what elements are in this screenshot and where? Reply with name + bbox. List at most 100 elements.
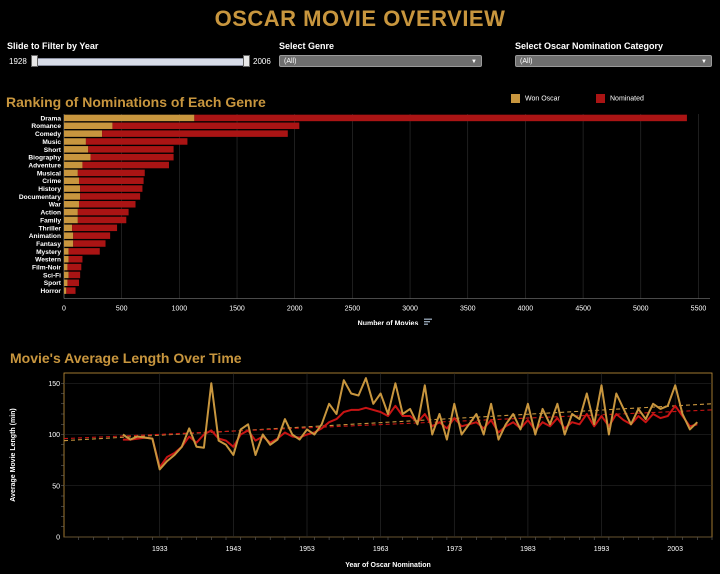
- x-tick-label: 1973: [446, 546, 462, 553]
- legend-won-label: Won Oscar: [525, 95, 560, 103]
- bar-won-fantasy: [64, 240, 74, 247]
- x-tick-label: 1953: [299, 546, 315, 553]
- genre-label: Sci-Fi: [43, 272, 61, 279]
- genre-select[interactable]: (All) ▼: [279, 55, 482, 67]
- x-tick-label: 5000: [633, 306, 649, 313]
- genre-label: Mystery: [36, 249, 61, 256]
- genre-label: Fantasy: [36, 241, 61, 248]
- bar-won-biography: [64, 153, 91, 161]
- x-tick-label: 4000: [518, 306, 534, 313]
- bar-nominated-musical: [77, 169, 145, 177]
- genre-select-label: Select Genre: [279, 41, 335, 51]
- series-line-nominated: [122, 404, 698, 469]
- y-tick-label: 150: [48, 381, 60, 388]
- genre-label: Musical: [37, 170, 61, 177]
- bar-won-music: [64, 138, 86, 145]
- year-slider-label: Slide to Filter by Year: [7, 41, 99, 51]
- bar-won-horror: [64, 287, 67, 294]
- bar-won-sport: [64, 279, 68, 287]
- x-tick-label: 2003: [667, 546, 683, 553]
- x-tick-label: 500: [116, 306, 128, 313]
- bar-won-thriller: [64, 224, 73, 232]
- bar-nominated-history: [80, 185, 143, 192]
- legend-won[interactable]: Won Oscar: [511, 94, 560, 103]
- bar-won-adventure: [64, 161, 83, 169]
- genre-label: Thriller: [39, 225, 62, 232]
- bar-won-family: [64, 216, 78, 224]
- year-slider-max-handle[interactable]: [243, 55, 250, 67]
- x-axis-title: Number of Movies: [358, 321, 419, 325]
- year-slider-max: 2006: [253, 57, 271, 66]
- x-tick-label: 3000: [402, 306, 418, 313]
- bar-chart-title: Ranking of Nominations of Each Genre: [6, 94, 266, 110]
- bar-nominated-fantasy: [73, 240, 106, 247]
- category-select-label: Select Oscar Nomination Category: [515, 41, 664, 51]
- bar-nominated-mystery: [68, 248, 100, 255]
- bar-nominated-war: [78, 201, 136, 208]
- sort-icon[interactable]: [424, 318, 432, 325]
- y-axis-title: Average Movie Length (min): [10, 408, 17, 501]
- genre-label: History: [38, 186, 61, 193]
- bar-nominated-comedy: [102, 130, 288, 137]
- bar-won-war: [64, 201, 79, 208]
- year-slider-track[interactable]: [34, 58, 248, 66]
- bar-nominated-family: [77, 216, 127, 224]
- sort-icon-bar: [424, 323, 428, 325]
- y-tick-label: 100: [48, 432, 60, 439]
- genre-label: Action: [40, 210, 61, 217]
- x-tick-label: 3500: [460, 306, 476, 313]
- length-line-chart: 1933 1943 1953 1963 1973 1983 1993 2003 0 50 100 15…: [10, 372, 713, 569]
- genre-label: Sport: [44, 280, 62, 287]
- genre-label: Music: [42, 139, 61, 146]
- x-tick-label: 0: [62, 306, 66, 313]
- year-slider-min-handle[interactable]: [31, 55, 38, 67]
- genre-label: Film-Noir: [32, 265, 61, 272]
- x-tick-label: 1933: [152, 546, 168, 553]
- bar-nominated-film-noir: [67, 263, 82, 271]
- genre-label: Drama: [40, 115, 61, 122]
- bar-nominated-biography: [90, 153, 174, 161]
- bar-won-drama: [64, 114, 195, 122]
- bar-won-action: [64, 208, 78, 216]
- genre-label: Comedy: [35, 131, 61, 138]
- genre-label: Horror: [40, 288, 61, 295]
- bar-nominated-sport: [67, 279, 79, 287]
- bar-won-crime: [64, 177, 79, 184]
- series-line-won-oscar: [122, 377, 698, 471]
- genre-label: Adventure: [28, 162, 61, 169]
- x-tick-label: 2000: [287, 306, 303, 313]
- trend-line-nominated: [63, 409, 713, 440]
- genre-label: Western: [35, 257, 61, 264]
- category-select-value: (All): [520, 58, 533, 65]
- bar-nominated-adventure: [82, 161, 169, 169]
- y-tick-label: 50: [52, 483, 60, 490]
- dashboard-title: OSCAR MOVIE OVERVIEW: [214, 6, 506, 31]
- bar-won-sci-fi: [64, 271, 69, 279]
- trend-line-won: [63, 403, 713, 442]
- bar-nominated-crime: [78, 177, 144, 184]
- bar-nominated-action: [77, 208, 129, 216]
- bar-won-history: [64, 185, 81, 192]
- genre-label: Short: [44, 147, 62, 154]
- genre-label: War: [49, 202, 62, 209]
- genre-label: Romance: [31, 123, 61, 130]
- bar-won-animation: [64, 232, 74, 239]
- sort-icon-bar: [424, 318, 432, 320]
- legend-nominated[interactable]: Nominated: [596, 94, 644, 103]
- chevron-down-icon: ▼: [701, 59, 707, 65]
- bar-nominated-music: [85, 138, 188, 145]
- x-tick-label: 5500: [691, 306, 707, 313]
- y-tick-label: 0: [56, 535, 60, 542]
- legend-nominated-swatch: [596, 94, 605, 103]
- category-select[interactable]: (All) ▼: [515, 55, 712, 67]
- bar-nominated-animation: [73, 232, 111, 239]
- x-tick-label: 1993: [594, 546, 610, 553]
- bar-nominated-romance: [112, 122, 300, 130]
- bar-won-film-noir: [64, 263, 68, 271]
- genre-label: Animation: [29, 233, 61, 240]
- bar-won-romance: [64, 122, 113, 130]
- genre-label: Biography: [28, 155, 61, 162]
- x-tick-label: 1963: [373, 546, 389, 553]
- x-tick-label: 1983: [520, 546, 536, 553]
- bar-won-short: [64, 146, 89, 153]
